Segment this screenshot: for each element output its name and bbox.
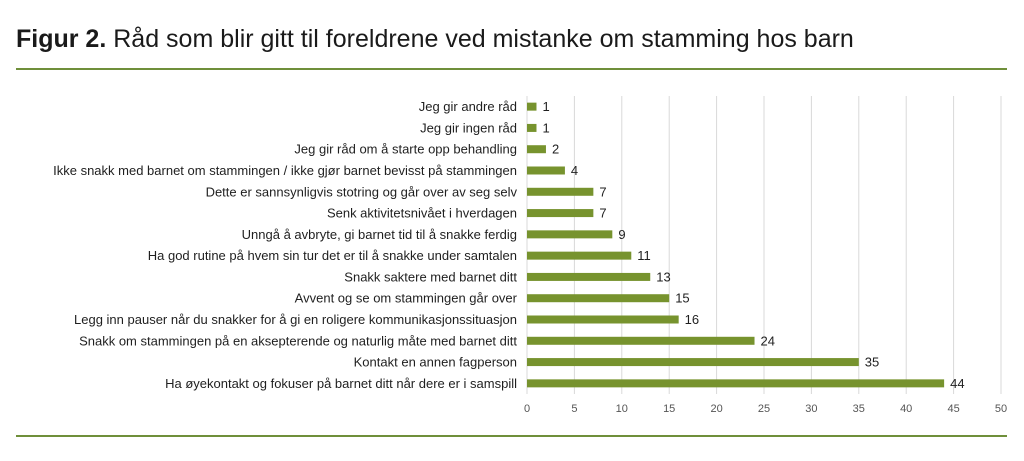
x-tick-label: 10 [616, 403, 628, 415]
figure-caption: Råd som blir gitt til foreldrene ved mis… [113, 25, 854, 53]
x-tick-label: 20 [710, 403, 722, 415]
category-label: Kontakt en annen fagperson [354, 355, 517, 370]
bar [527, 123, 537, 132]
bar [527, 166, 565, 175]
value-label: 35 [865, 355, 879, 370]
bar [527, 272, 651, 281]
bar [527, 102, 537, 111]
value-label: 15 [675, 291, 689, 306]
category-label: Senk aktivitetsnivået i hverdagen [327, 206, 517, 221]
bar [527, 336, 755, 345]
bar [527, 358, 859, 367]
category-label: Jeg gir ingen råd [420, 120, 517, 135]
value-label: 1 [542, 99, 549, 114]
bar [527, 379, 945, 388]
figure-title: Figur 2. Råd som blir gitt til foreldren… [16, 25, 854, 54]
value-label: 9 [618, 227, 625, 242]
category-label: Jeg gir andre råd [419, 99, 517, 114]
value-label: 13 [656, 269, 670, 284]
category-label: Ikke snakk med barnet om stammingen / ik… [53, 163, 517, 178]
category-label: Ha øyekontakt og fokuser på barnet ditt … [165, 376, 517, 391]
top-divider [16, 68, 1007, 70]
value-label: 1 [542, 120, 549, 135]
category-label: Snakk om stammingen på en aksepterende o… [79, 333, 517, 348]
x-tick-label: 45 [947, 403, 959, 415]
value-label: 7 [599, 184, 606, 199]
x-tick-label: 35 [853, 403, 865, 415]
category-label: Ha god rutine på hvem sin tur det er til… [148, 248, 517, 263]
value-label: 44 [950, 376, 964, 391]
bar [527, 209, 594, 218]
value-label: 2 [552, 142, 559, 157]
bar [527, 251, 632, 260]
x-tick-label: 0 [524, 403, 530, 415]
x-tick-label: 30 [805, 403, 817, 415]
x-tick-label: 25 [758, 403, 770, 415]
figure-number: Figur 2. [16, 25, 107, 53]
value-label: 16 [685, 312, 699, 327]
category-label: Avvent og se om stammingen går over [295, 291, 518, 306]
x-tick-label: 50 [995, 403, 1007, 415]
bottom-divider [16, 435, 1007, 437]
value-label: 11 [637, 248, 651, 263]
value-label: 4 [571, 163, 578, 178]
bar [527, 315, 679, 324]
bar [527, 294, 670, 303]
x-tick-label: 40 [900, 403, 912, 415]
bar [527, 230, 613, 239]
x-tick-label: 15 [663, 403, 675, 415]
category-label: Dette er sannsynligvis stotring og går o… [206, 184, 518, 199]
category-label: Legg inn pauser når du snakker for å gi … [74, 312, 517, 327]
category-label: Jeg gir råd om å starte opp behandling [294, 142, 517, 157]
value-label: 24 [761, 333, 775, 348]
category-label: Unngå å avbryte, gi barnet tid til å sna… [242, 227, 517, 242]
value-label: 7 [599, 206, 606, 221]
x-tick-label: 5 [571, 403, 577, 415]
bar [527, 145, 546, 154]
bar [527, 187, 594, 196]
category-label: Snakk saktere med barnet ditt [344, 269, 517, 284]
